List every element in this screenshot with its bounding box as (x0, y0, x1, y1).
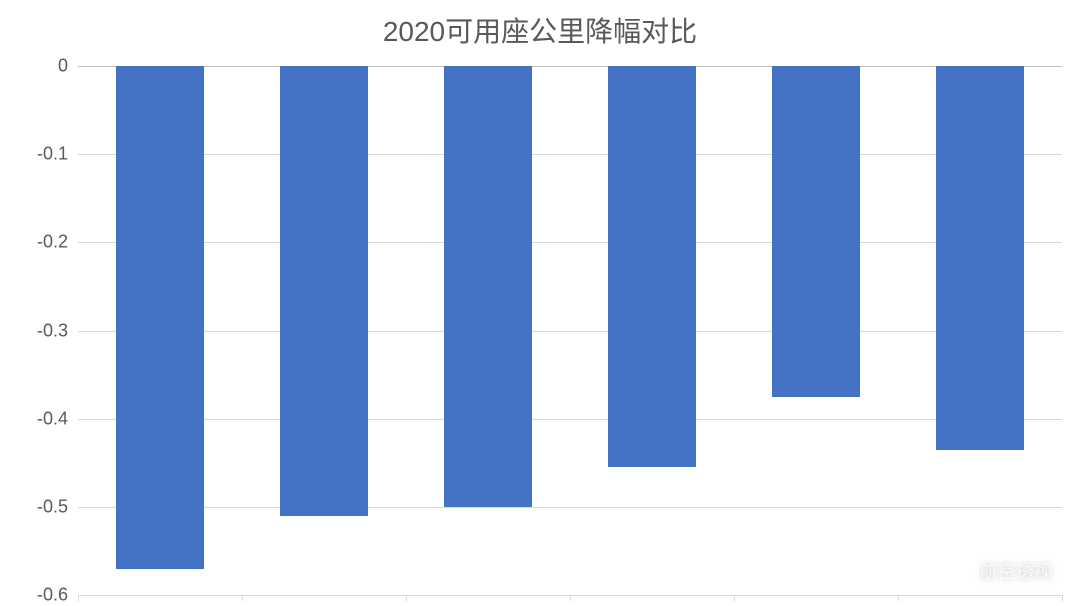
bottom-tick (242, 595, 243, 601)
bar-category-label: CZ (866, 74, 890, 95)
bottom-tick (1062, 595, 1063, 601)
y-tick-label: -0.5 (37, 496, 78, 517)
watermark: 航空透视 (952, 558, 1052, 584)
y-tick-label: -0.2 (37, 232, 78, 253)
bar-category-label: AA (538, 74, 564, 95)
bottom-tick (570, 595, 571, 601)
bars-group: UADLAACACZMU (78, 66, 1062, 595)
bottom-tick (734, 595, 735, 601)
y-tick-label: 0 (58, 56, 78, 77)
watermark-text: 航空透视 (980, 558, 1052, 584)
bar-category-label: DL (374, 74, 398, 95)
bottom-ticks (78, 595, 1062, 596)
plot-area: UADLAACACZMU 0-0.1-0.2-0.3-0.4-0.5-0.6 (78, 66, 1062, 595)
bar-category-label: MU (1030, 74, 1058, 95)
bar: MU (936, 66, 1025, 450)
bar-category-label: CA (702, 74, 728, 95)
bottom-tick (78, 595, 79, 601)
bar-category-label: UA (210, 74, 236, 95)
bar: DL (280, 66, 369, 516)
bar: AA (444, 66, 533, 507)
bar: CA (608, 66, 697, 467)
y-tick-label: -0.3 (37, 320, 78, 341)
bar: CZ (772, 66, 861, 397)
bar: UA (116, 66, 205, 569)
y-tick-label: -0.4 (37, 408, 78, 429)
bottom-tick (898, 595, 899, 601)
wechat-icon (952, 560, 974, 582)
y-tick-label: -0.1 (37, 144, 78, 165)
bottom-tick (406, 595, 407, 601)
chart-container: 2020可用座公里降幅对比 UADLAACACZMU 0-0.1-0.2-0.3… (0, 0, 1080, 606)
y-tick-label: -0.6 (37, 585, 78, 606)
chart-title: 2020可用座公里降幅对比 (0, 10, 1080, 50)
